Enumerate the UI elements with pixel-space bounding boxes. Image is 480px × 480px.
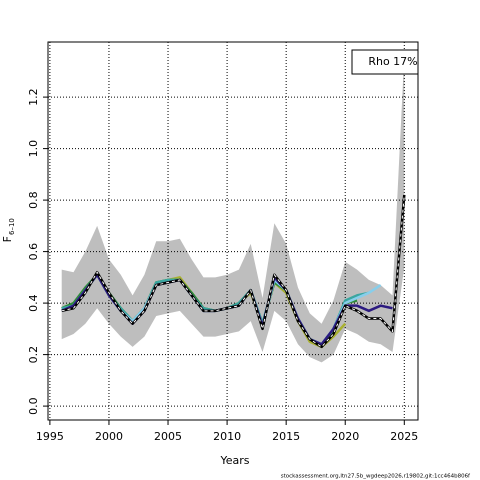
y-tick-label: 0.8 (27, 191, 40, 209)
confidence-band (61, 55, 405, 363)
y-axis-label-group: F 6–10 (1, 218, 16, 242)
y-tick-label: 0.2 (27, 346, 40, 364)
y-tick-label: 0.6 (27, 243, 40, 261)
annotation: Rho 17% (368, 55, 417, 68)
series-line-dash (61, 194, 405, 348)
plot-frame (47, 41, 419, 421)
annotation-box (351, 49, 419, 75)
x-tick-label: 2020 (331, 430, 359, 443)
y-axis-label: F (1, 236, 14, 242)
y-tick-label: 1.2 (27, 88, 40, 106)
y-axis-label-sub: 6–10 (8, 218, 16, 235)
y-tick-label: 1.0 (27, 140, 40, 158)
x-tick-label: 2000 (95, 430, 123, 443)
x-tick-label: 1995 (36, 430, 64, 443)
y-tick-label: 0.4 (27, 294, 40, 312)
x-tick-label: 2010 (213, 430, 241, 443)
x-tick-label: 2025 (390, 430, 418, 443)
footer: stockassessment.org,ltn27.5b_wgdeep2026,… (281, 474, 471, 480)
x-tick-label: 2015 (272, 430, 300, 443)
x-tick-label: 2005 (154, 430, 182, 443)
x-axis-label: Years (219, 454, 249, 467)
y-tick-label: 0.0 (27, 397, 40, 415)
